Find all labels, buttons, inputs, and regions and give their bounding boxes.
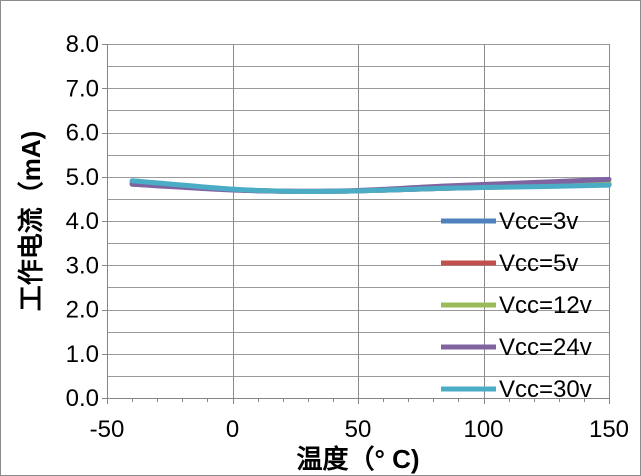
legend-label: Vcc=24v (499, 334, 592, 361)
x-tick-label: 150 (589, 416, 629, 443)
x-tick-label: 0 (226, 416, 239, 443)
x-tick-label: 50 (345, 416, 372, 443)
y-tick-label: 2.0 (66, 297, 99, 324)
legend-item-vcc-24v: Vcc=24v (441, 334, 592, 361)
legend-item-vcc-30v: Vcc=30v (441, 376, 592, 403)
y-tick-label: 0.0 (66, 385, 99, 412)
y-tick-label: 6.0 (66, 120, 99, 147)
legend-item-vcc-3v: Vcc=3v (441, 208, 578, 235)
legend-item-vcc-12v: Vcc=12v (441, 292, 592, 319)
series-line-vcc-30v (129, 178, 612, 194)
legend-label: Vcc=12v (499, 292, 592, 319)
legend-label: Vcc=30v (499, 376, 592, 403)
y-tick-label: 8.0 (66, 31, 99, 58)
plot-series (129, 176, 612, 194)
axes: 0.0 1.0 2.0 3.0 4.0 5.0 6.0 7.0 8.0 -50 0 50 100 150 (66, 31, 629, 443)
legend-label: Vcc=5v (499, 250, 578, 277)
legend: Vcc=3v Vcc=5v Vcc=12v Vcc=24v Vcc=30v (441, 208, 592, 403)
y-tick-label: 5.0 (66, 164, 99, 191)
y-tick-label: 4.0 (66, 208, 99, 235)
x-axis-title: 温度（° C) (296, 444, 419, 474)
x-tick-label: -50 (90, 416, 125, 443)
legend-label: Vcc=3v (499, 208, 578, 235)
y-tick-label: 1.0 (66, 341, 99, 368)
y-tick-label: 7.0 (66, 75, 99, 102)
y-axis-title: 工作电流（mA) (16, 131, 46, 312)
x-tick-label: 100 (463, 416, 503, 443)
y-tick-label: 3.0 (66, 252, 99, 279)
legend-item-vcc-5v: Vcc=5v (441, 250, 578, 277)
